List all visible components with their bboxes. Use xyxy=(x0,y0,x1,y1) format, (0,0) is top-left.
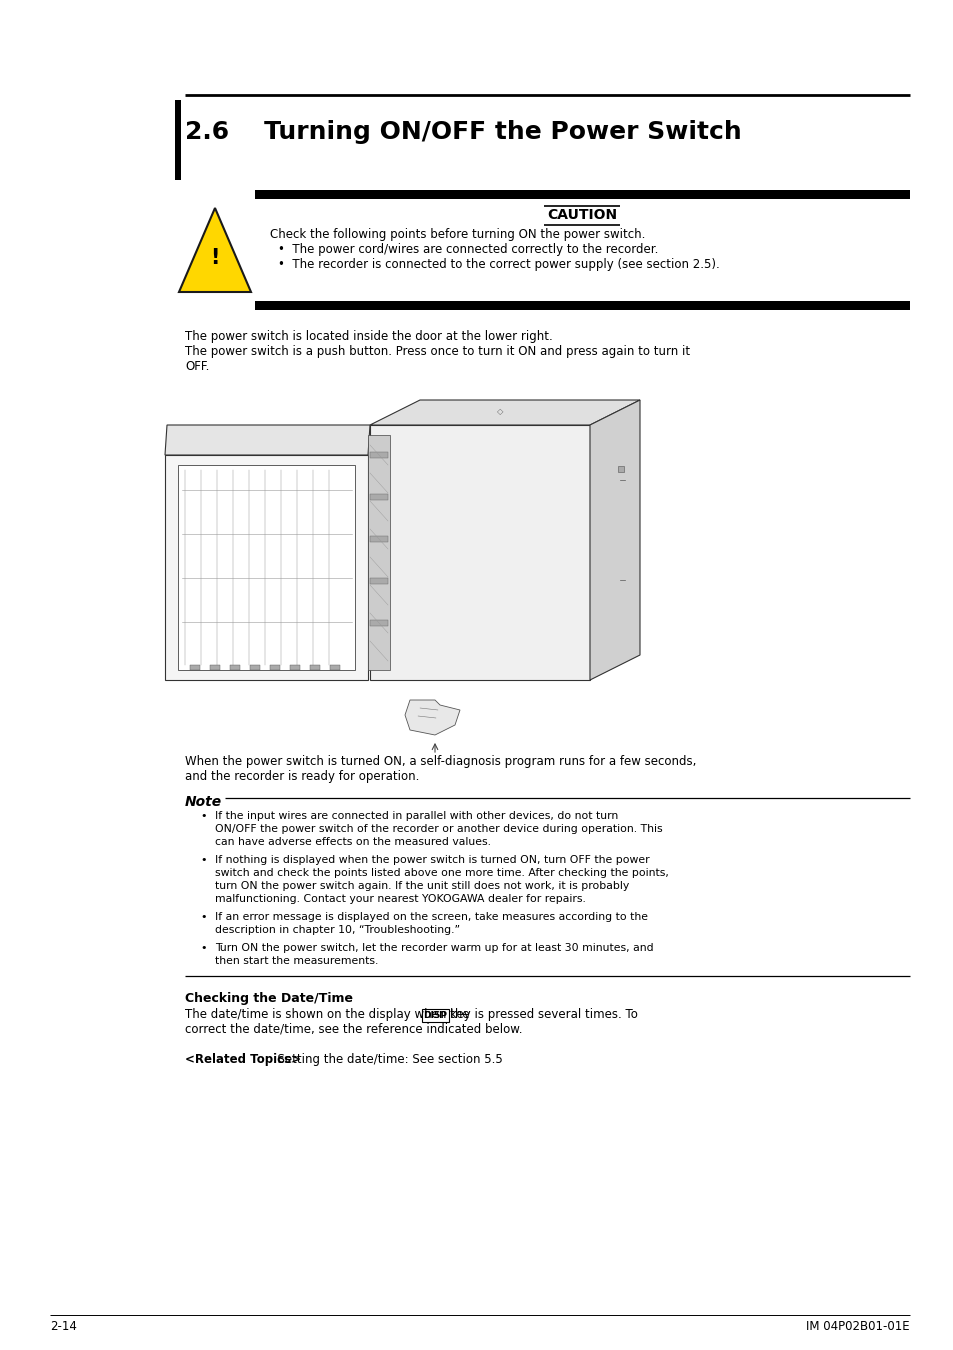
Polygon shape xyxy=(370,425,589,680)
Polygon shape xyxy=(179,208,251,292)
Text: Check the following points before turning ON the power switch.: Check the following points before turnin… xyxy=(270,228,644,242)
Bar xyxy=(618,466,623,472)
Text: •  The recorder is connected to the correct power supply (see section 2.5).: • The recorder is connected to the corre… xyxy=(277,258,719,271)
Text: •  The power cord/wires are connected correctly to the recorder.: • The power cord/wires are connected cor… xyxy=(277,243,658,256)
Polygon shape xyxy=(405,701,459,734)
Text: can have adverse effects on the measured values.: can have adverse effects on the measured… xyxy=(214,837,491,846)
Text: key is pressed several times. To: key is pressed several times. To xyxy=(450,1008,638,1021)
Text: malfunctioning. Contact your nearest YOKOGAWA dealer for repairs.: malfunctioning. Contact your nearest YOK… xyxy=(214,894,585,904)
Bar xyxy=(254,190,909,198)
Text: <Related Topics>: <Related Topics> xyxy=(185,1053,301,1066)
Bar xyxy=(210,666,220,670)
Text: DISP: DISP xyxy=(423,1011,447,1019)
Text: If the input wires are connected in parallel with other devices, do not turn: If the input wires are connected in para… xyxy=(214,811,618,821)
Bar xyxy=(290,666,299,670)
Text: Turn ON the power switch, let the recorder warm up for at least 30 minutes, and: Turn ON the power switch, let the record… xyxy=(214,944,653,953)
Text: If nothing is displayed when the power switch is turned ON, turn OFF the power: If nothing is displayed when the power s… xyxy=(214,855,649,865)
Text: •: • xyxy=(200,944,206,953)
Bar xyxy=(370,494,388,499)
Text: CAUTION: CAUTION xyxy=(547,208,617,221)
Polygon shape xyxy=(370,400,639,425)
Bar xyxy=(254,301,909,310)
Text: OFF.: OFF. xyxy=(185,360,209,373)
Text: turn ON the power switch again. If the unit still does not work, it is probably: turn ON the power switch again. If the u… xyxy=(214,882,629,891)
Polygon shape xyxy=(165,455,368,680)
Text: 2-14: 2-14 xyxy=(50,1320,77,1332)
Bar xyxy=(330,666,339,670)
Text: •: • xyxy=(200,811,206,821)
FancyBboxPatch shape xyxy=(421,1008,448,1022)
Bar xyxy=(310,666,319,670)
Polygon shape xyxy=(165,425,370,455)
Text: ◇: ◇ xyxy=(497,408,503,417)
Bar xyxy=(250,666,260,670)
Bar xyxy=(370,620,388,626)
Bar xyxy=(270,666,280,670)
Bar xyxy=(370,578,388,585)
Text: •: • xyxy=(200,855,206,865)
Text: then start the measurements.: then start the measurements. xyxy=(214,956,378,967)
Text: and the recorder is ready for operation.: and the recorder is ready for operation. xyxy=(185,769,419,783)
Text: ON/OFF the power switch of the recorder or another device during operation. This: ON/OFF the power switch of the recorder … xyxy=(214,824,662,834)
Text: Note: Note xyxy=(185,795,222,809)
Bar xyxy=(174,100,181,180)
Text: The date/time is shown on the display when the: The date/time is shown on the display wh… xyxy=(185,1008,473,1021)
Text: 2.6    Turning ON/OFF the Power Switch: 2.6 Turning ON/OFF the Power Switch xyxy=(185,120,741,144)
Polygon shape xyxy=(589,400,639,680)
Text: Setting the date/time: See section 5.5: Setting the date/time: See section 5.5 xyxy=(270,1053,502,1066)
Polygon shape xyxy=(368,435,390,670)
Text: switch and check the points listed above one more time. After checking the point: switch and check the points listed above… xyxy=(214,868,668,878)
Text: If an error message is displayed on the screen, take measures according to the: If an error message is displayed on the … xyxy=(214,913,647,922)
Text: IM 04P02B01-01E: IM 04P02B01-01E xyxy=(805,1320,909,1332)
Bar xyxy=(370,452,388,458)
Text: When the power switch is turned ON, a self-diagnosis program runs for a few seco: When the power switch is turned ON, a se… xyxy=(185,755,696,768)
Text: correct the date/time, see the reference indicated below.: correct the date/time, see the reference… xyxy=(185,1023,522,1035)
Text: •: • xyxy=(200,913,206,922)
Polygon shape xyxy=(178,464,355,670)
Text: description in chapter 10, “Troubleshooting.”: description in chapter 10, “Troubleshoot… xyxy=(214,925,459,936)
Bar xyxy=(190,666,200,670)
Text: !: ! xyxy=(210,248,219,269)
Text: Checking the Date/Time: Checking the Date/Time xyxy=(185,992,353,1004)
Bar xyxy=(230,666,240,670)
Text: The power switch is located inside the door at the lower right.: The power switch is located inside the d… xyxy=(185,329,552,343)
Text: The power switch is a push button. Press once to turn it ON and press again to t: The power switch is a push button. Press… xyxy=(185,346,689,358)
Bar xyxy=(370,536,388,541)
